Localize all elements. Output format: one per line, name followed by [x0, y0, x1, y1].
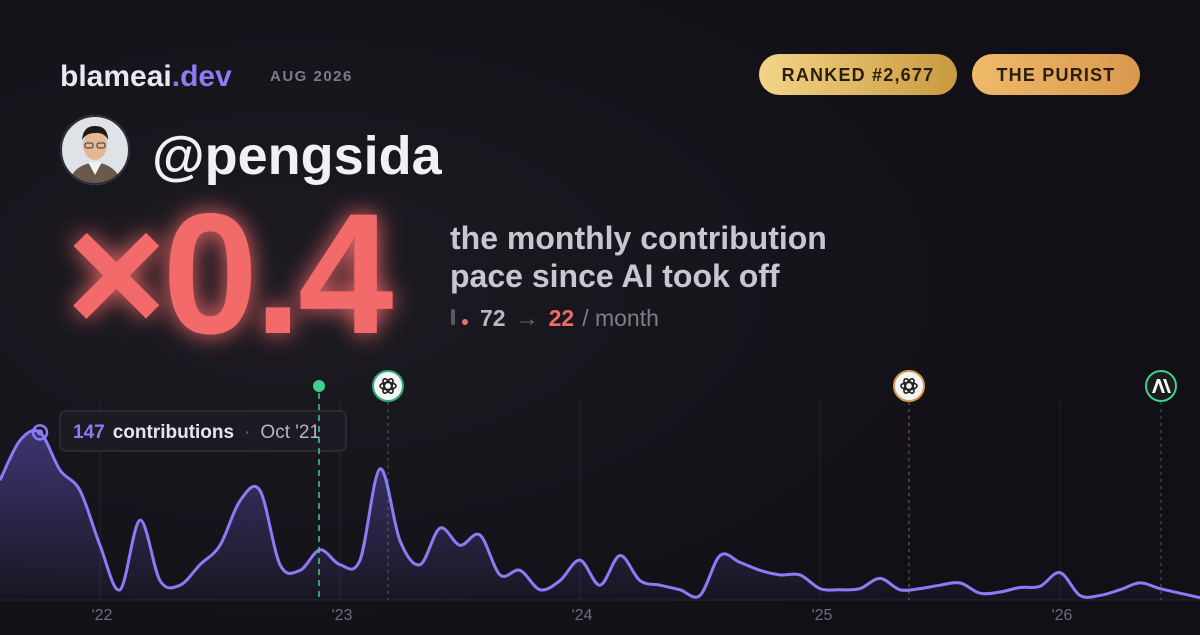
event-markers [313, 370, 1177, 600]
caption-line: pace since AI took off [450, 258, 780, 294]
x-tick-label: '26 [1052, 607, 1073, 624]
rank-badge-text: RANKED #2,677 [782, 65, 935, 85]
area-fill [0, 430, 1200, 600]
anthropic-logo [1152, 379, 1171, 393]
multiplier: ×0.4 [66, 178, 393, 370]
tooltip-date: Oct '21 [260, 422, 320, 443]
rank-badge [759, 54, 957, 95]
x-tick-label: '22 [92, 607, 113, 624]
pace-arrow: → [516, 305, 539, 331]
peak-marker [31, 424, 49, 441]
x-tick-label: '24 [572, 607, 593, 624]
line [0, 428, 1200, 600]
brand-name: blameai [60, 60, 172, 93]
openai-icon [372, 370, 404, 402]
pace-unit: / month [582, 305, 659, 331]
pace-after: 22 [549, 305, 575, 331]
pace: 72 → 22 / month [480, 305, 659, 331]
tooltip-text: 147 contributions · Oct '21 [73, 422, 320, 443]
x-tick-label: '25 [812, 607, 833, 624]
title-badge-text: THE PURIST [996, 65, 1115, 85]
avatar [60, 115, 130, 185]
handle: @pengsida [152, 126, 443, 186]
chart: '22 '23 '24 '25 '26 147 contributions · Oct '21 [0, 400, 1200, 624]
brand: blameai.dev [60, 60, 232, 93]
event-dot [313, 380, 325, 392]
caption-line: the monthly contribution [450, 220, 827, 256]
x-tick-label: '23 [332, 607, 353, 624]
brand-suffix: .dev [172, 60, 232, 93]
pace-icon [462, 319, 468, 325]
pace-icon [451, 309, 455, 325]
date: AUG 2026 [270, 68, 353, 85]
peak-marker-dot [37, 429, 43, 436]
tooltip [59, 410, 347, 452]
openai-icon [893, 370, 925, 402]
tooltip-value: 147 [73, 422, 105, 443]
title-badge [972, 54, 1140, 95]
openai-logo [379, 378, 397, 394]
openai-logo [900, 378, 918, 394]
tooltip-series: contributions [113, 422, 234, 443]
tooltip-sep: · [244, 422, 250, 443]
pace-before: 72 [480, 305, 506, 331]
